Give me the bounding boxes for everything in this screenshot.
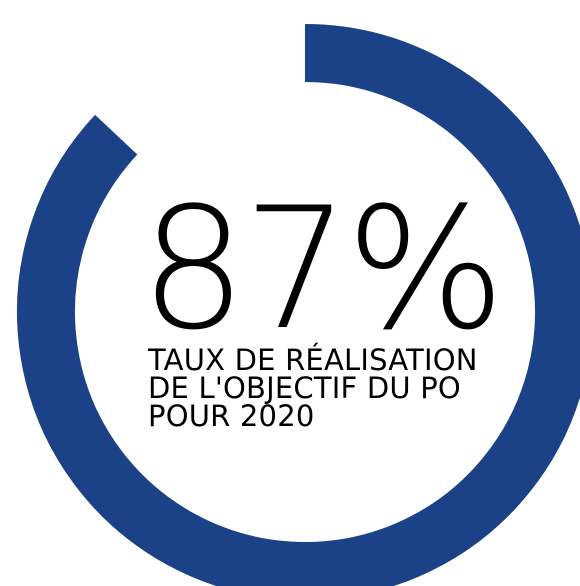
chart-caption: TAUX DE RÉALISATION DE L'OBJECTIF DU PO … (148, 343, 478, 433)
caption-line-2: DE L'OBJECTIF DU PO (148, 371, 461, 405)
caption-line-3: POUR 2020 (148, 399, 315, 433)
percentage-value: 87% (140, 171, 505, 367)
remainder-arc (95, 24, 306, 155)
value-arc (17, 24, 580, 586)
caption-line-1: TAUX DE RÉALISATION (148, 343, 478, 377)
